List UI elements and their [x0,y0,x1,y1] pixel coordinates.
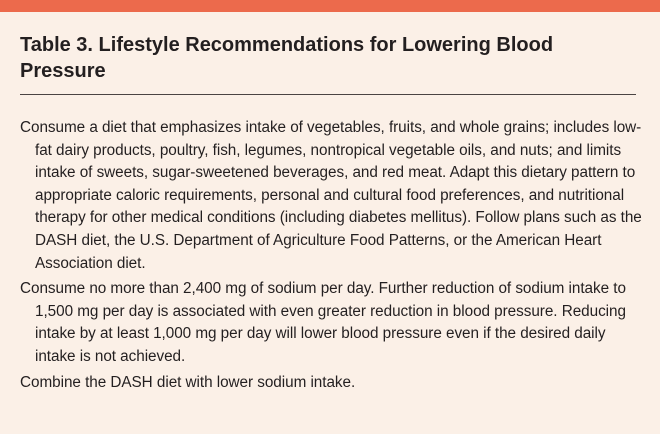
recommendation-diet: Consume a diet that emphasizes intake of… [20,119,642,272]
recommendation-list: Consume a diet that emphasizes intake of… [20,117,642,397]
recommendation-combined: Combine the DASH diet with lower sodium … [20,373,356,391]
table-title: Table 3. Lifestyle Recommendations for L… [20,34,554,82]
title-divider [20,94,636,95]
recommendation-sodium: Consume no more than 2,400 mg of sodium … [20,280,626,365]
accent-band [0,0,660,12]
